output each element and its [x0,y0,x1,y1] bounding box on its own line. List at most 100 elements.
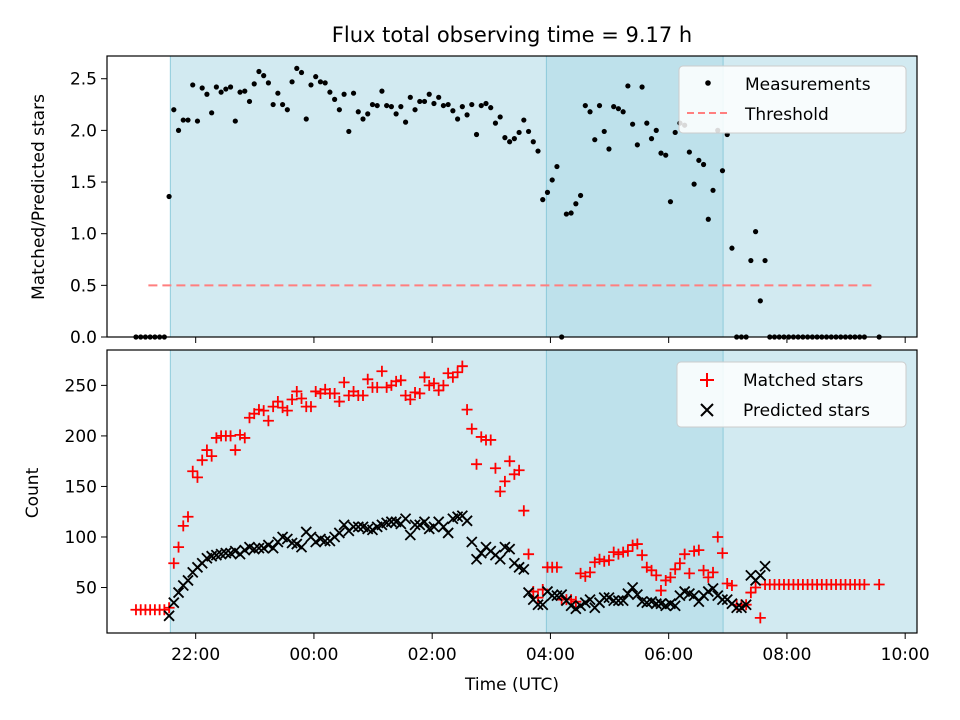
measurement-point [298,69,305,76]
predicted-star-point [716,594,729,606]
measurement-point [748,257,754,264]
measurement-point [393,111,399,117]
matched-star-point [447,371,459,383]
y-tick-label: 0.0 [70,328,97,348]
matched-star-point [182,511,194,523]
measurement-point [696,157,702,163]
measurement-point [284,107,290,113]
measurement-point [194,118,201,124]
predicted-star-point [650,598,662,610]
y-tick-label: 1.5 [70,173,97,193]
measurement-point [171,107,177,113]
matched-star-point [485,434,497,446]
measurement-point [625,83,631,89]
matched-star-point [362,373,374,385]
measurement-point [185,117,191,123]
measurement-point [568,210,574,216]
matched-star-point [594,553,606,565]
measurement-point [497,114,503,120]
matched-star-point [281,405,293,417]
measurement-point [592,137,598,143]
matched-star-point [608,546,620,558]
matched-star-point [158,604,170,616]
y-tick-label: 200 [65,427,97,447]
measurement-point [705,216,711,222]
matched-star-point [253,404,265,416]
matched-star-point [655,585,667,597]
predicted-star-point [352,521,364,533]
predicted-star-point [466,536,478,548]
matched-star-point [173,541,185,553]
measurement-point [265,80,272,86]
measurement-point [417,98,423,105]
y-tick-label: 100 [65,528,97,548]
top-axes-frame [106,55,918,338]
measurement-point [525,128,532,135]
matched-star-point [225,430,237,442]
measurement-point [209,110,215,116]
matched-star-point [664,571,676,583]
bottom-y-ticks: 50 100 150 200 250 [65,376,107,599]
predicted-star-point [707,582,719,595]
matched-star-point [329,387,341,399]
measurement-point [237,89,243,95]
measurement-point [615,106,622,112]
x-tick-label: 22:00 [171,645,220,665]
matched-star-point [428,377,440,389]
measurement-point [232,118,238,124]
matched-star-point [177,520,189,532]
x-tick-label: 00:00 [289,645,338,665]
measurement-point [421,98,428,105]
matched-star-point [456,360,468,372]
measurement-point [752,229,759,235]
measurement-point [492,120,499,126]
measurement-point [379,88,385,94]
matched-star-point [716,547,728,559]
measurement-point [473,131,480,138]
measurement-point [455,116,461,122]
matched-star-point [622,545,634,557]
matched-star-point [636,549,648,561]
matched-star-point [683,567,695,579]
x-tick-label: 06:00 [644,645,693,665]
predicted-star-point [461,515,473,527]
measurement-point [365,111,371,117]
measurement-point [313,74,319,80]
legend-measurements-label: Measurements [745,75,871,95]
legend-measurements-marker [705,80,711,86]
measurement-point [535,148,541,154]
bottom-axes-frame [106,349,918,634]
predicted-star-point [693,596,705,608]
measurement-point [322,80,328,86]
measurement-point [582,102,588,109]
predicted-star-point [404,529,416,541]
predicted-star-point [319,535,331,547]
matched-star-point [679,548,691,560]
measurement-point [478,102,484,109]
measurement-point [502,135,508,141]
measurement-point [611,104,617,110]
matched-star-point [371,381,383,393]
predicted-star-point [740,599,752,611]
matched-star-point [650,569,662,581]
measurement-point [516,129,522,136]
measurement-point [388,104,394,110]
measurement-point [719,168,726,174]
measurement-point [369,101,376,108]
predicted-star-point [267,542,279,554]
x-tick-label: 08:00 [762,645,811,665]
predicted-star-point [622,587,634,600]
matched-star-point [433,384,445,396]
matched-star-point [452,366,464,378]
bottom-panel: 50 100 150 200 250 22:00 00:00 02:00 04:00 06:00… [23,349,930,695]
measurement-point [686,149,692,155]
top-y-ticks: 0.0 0.5 1.0 1.5 2.0 2.5 [70,70,107,348]
measurement-point [667,199,674,205]
measurement-point [436,94,442,100]
predicted-star-point [442,527,454,539]
measurement-point [563,211,569,217]
matched-star-point [489,462,501,474]
matched-star-point [873,578,885,590]
matched-star-point [504,455,516,467]
matched-star-point [409,386,421,398]
